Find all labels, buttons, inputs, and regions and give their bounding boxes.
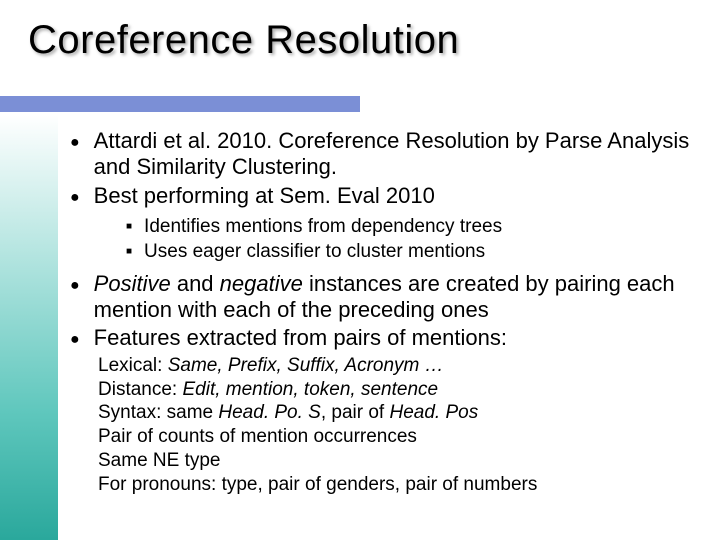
bullet-dot-icon: ● xyxy=(70,330,80,349)
title-underline-bar xyxy=(0,96,360,112)
bullet-2-sub-2: ■ Uses eager classifier to cluster menti… xyxy=(126,240,690,264)
bullet-square-icon: ■ xyxy=(126,246,132,259)
bullet-2-sub-1-text: Identifies mentions from dependency tree… xyxy=(144,215,502,239)
feature-distance: Distance: Edit, mention, token, sentence xyxy=(98,378,690,402)
feature-ne-type: Same NE type xyxy=(98,449,690,473)
bullet-3: ● Positive and negative instances are cr… xyxy=(70,271,690,324)
left-gradient-bar xyxy=(0,115,58,540)
feature-pronouns: For pronouns: type, pair of genders, pai… xyxy=(98,473,690,497)
bullet-2-sub-2-text: Uses eager classifier to cluster mention… xyxy=(144,240,485,264)
feature-syntax-label: Syntax: same xyxy=(98,402,218,423)
bullet-1-text: Attardi et al. 2010. Coreference Resolut… xyxy=(94,128,690,181)
feature-lexical-values: Same, Prefix, Suffix, Acronym … xyxy=(168,355,444,376)
bullet-4: ● Features extracted from pairs of menti… xyxy=(70,325,690,351)
feature-list: Lexical: Same, Prefix, Suffix, Acronym …… xyxy=(98,354,690,497)
slide-body: ● Attardi et al. 2010. Coreference Resol… xyxy=(70,128,690,496)
bullet-3-italic-2: negative xyxy=(220,271,303,296)
bullet-dot-icon: ● xyxy=(70,188,80,207)
feature-syntax-val2: Head. Pos xyxy=(390,402,479,423)
bullet-3-mid1: and xyxy=(171,271,220,296)
bullet-square-icon: ■ xyxy=(126,221,132,234)
bullet-4-text: Features extracted from pairs of mention… xyxy=(94,325,507,351)
feature-syntax: Syntax: same Head. Po. S, pair of Head. … xyxy=(98,401,690,425)
bullet-2-sub-1: ■ Identifies mentions from dependency tr… xyxy=(126,215,690,239)
slide-title: Coreference Resolution xyxy=(28,18,459,63)
feature-syntax-mid: , pair of xyxy=(321,402,390,423)
feature-lexical-label: Lexical: xyxy=(98,355,168,376)
feature-distance-values: Edit, mention, token, sentence xyxy=(182,379,438,400)
feature-counts: Pair of counts of mention occurrences xyxy=(98,425,690,449)
bullet-3-italic-1: Positive xyxy=(94,271,171,296)
bullet-3-text: Positive and negative instances are crea… xyxy=(94,271,690,324)
bullet-1: ● Attardi et al. 2010. Coreference Resol… xyxy=(70,128,690,181)
feature-lexical: Lexical: Same, Prefix, Suffix, Acronym … xyxy=(98,354,690,378)
bullet-2-text: Best performing at Sem. Eval 2010 xyxy=(94,183,435,209)
bullet-dot-icon: ● xyxy=(70,133,80,152)
feature-distance-label: Distance: xyxy=(98,379,182,400)
bullet-dot-icon: ● xyxy=(70,276,80,295)
bullet-2: ● Best performing at Sem. Eval 2010 xyxy=(70,183,690,209)
feature-syntax-val1: Head. Po. S xyxy=(218,402,320,423)
